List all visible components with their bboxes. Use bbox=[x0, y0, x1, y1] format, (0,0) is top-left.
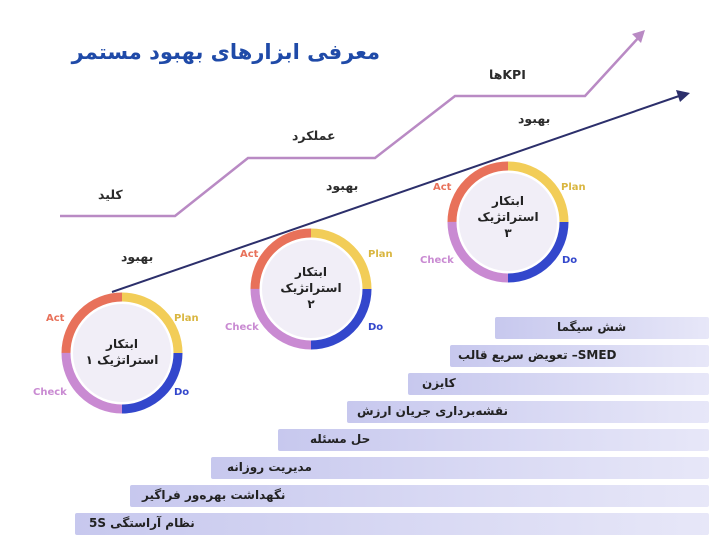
kpi-step-path bbox=[60, 35, 641, 218]
cycle2-title-line3: ۲ bbox=[307, 297, 315, 311]
path-label-kpis: KPIها bbox=[489, 67, 526, 82]
cycle3-check-label: Check bbox=[420, 255, 454, 266]
improvement-label-1: بهبود bbox=[121, 249, 154, 264]
tool-label: SMED– تعویض سریع قالب bbox=[458, 348, 617, 362]
tool-label: نقشه‌برداری جریان ارزش bbox=[357, 404, 508, 418]
cycle2-plan-label: Plan bbox=[368, 249, 393, 260]
cycle3-title-line2: استراتژیک bbox=[477, 210, 538, 224]
path-label-key: کلید bbox=[98, 187, 123, 202]
cycle2-do-label: Do bbox=[368, 322, 383, 333]
tool-bar-problem-solving: حل مسئله bbox=[278, 429, 709, 451]
tool-bar-six-sigma: شش سیگما bbox=[495, 317, 709, 339]
tool-label: کایزن bbox=[422, 376, 456, 390]
tool-bar-vsm: نقشه‌برداری جریان ارزش bbox=[347, 401, 709, 423]
tool-bar-tpm: نگهداشت بهره‌ور فراگیر bbox=[130, 485, 709, 507]
cycle1-check-label: Check bbox=[33, 387, 67, 398]
improvement-arrow-head bbox=[676, 90, 690, 102]
tool-bar-5s: نظام آراستگی 5S bbox=[75, 513, 709, 535]
tool-bar-kaizen: کایزن bbox=[408, 373, 709, 395]
cycle1-do-label: Do bbox=[174, 387, 189, 398]
pdca-cycle-1: Act Plan Do Check ابتکار استراتژیک ۱ bbox=[33, 292, 199, 414]
cycle1-plan-label: Plan bbox=[174, 313, 199, 324]
tool-bar-daily-management: مدیریت روزانه bbox=[211, 457, 709, 479]
kpi-arrow-head bbox=[632, 30, 645, 43]
cycle3-title-line1: ابتکار bbox=[491, 194, 524, 208]
cycle2-title-line1: ابتکار bbox=[294, 265, 327, 279]
cycle1-act-label: Act bbox=[46, 313, 65, 324]
page-title: معرفی ابزارهای بهبود مستمر bbox=[71, 40, 380, 64]
pdca-cycle-2: Act Plan Do Check ابتکار استراتژیک ۲ bbox=[225, 228, 393, 350]
cycle2-check-label: Check bbox=[225, 322, 259, 333]
cycle2-act-label: Act bbox=[240, 249, 259, 260]
cycle3-plan-label: Plan bbox=[561, 182, 586, 193]
cycle1-title-line1: ابتکار bbox=[105, 337, 138, 351]
cycle3-do-label: Do bbox=[562, 255, 577, 266]
tool-label: حل مسئله bbox=[310, 432, 371, 446]
cycle1-title-line2: استراتژیک ۱ bbox=[86, 353, 159, 367]
tool-label: نگهداشت بهره‌ور فراگیر bbox=[142, 488, 286, 502]
tool-label: شش سیگما bbox=[557, 320, 627, 334]
tool-label: مدیریت روزانه bbox=[227, 460, 312, 474]
tool-label: نظام آراستگی 5S bbox=[89, 516, 195, 530]
cycle3-title-line3: ۳ bbox=[504, 226, 512, 240]
improvement-arrow-line bbox=[111, 94, 683, 293]
pdca-cycle-3: Act Plan Do Check ابتکار استراتژیک ۳ bbox=[420, 161, 586, 283]
path-label-performance: عملکرد bbox=[292, 128, 336, 143]
improvement-label-3: بهبود bbox=[518, 111, 551, 126]
cycle3-act-label: Act bbox=[433, 182, 452, 193]
tool-bar-smed: SMED– تعویض سریع قالب bbox=[450, 345, 709, 367]
improvement-label-2: بهبود bbox=[326, 178, 359, 193]
cycle2-title-line2: استراتژیک bbox=[280, 281, 341, 295]
